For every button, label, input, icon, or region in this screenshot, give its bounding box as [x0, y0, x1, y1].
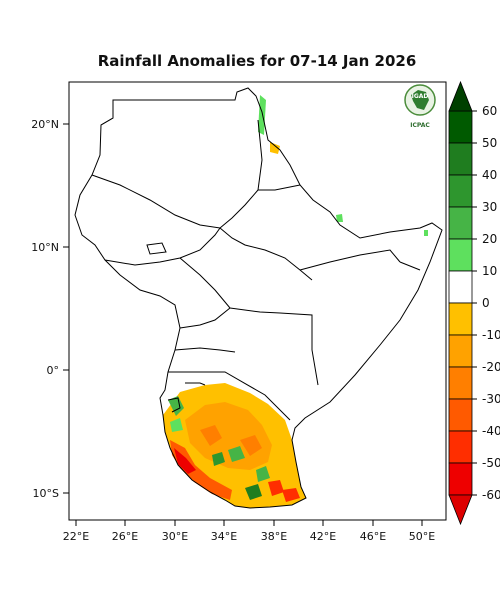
colorbar-label: -50 — [482, 456, 500, 470]
colorbar-label: 20 — [482, 232, 497, 246]
logo-icpac-text: ICPAC — [410, 122, 430, 129]
colorbar-label: -60 — [482, 488, 500, 502]
lon-tick-label: 50°E — [409, 530, 435, 543]
map-title: Rainfall Anomalies for 07-14 Jan 2026 — [97, 52, 417, 70]
colorbar-cell — [448, 430, 473, 464]
colorbar-cell — [448, 110, 473, 144]
igad-icpac-logo: IGAD ICPAC — [404, 84, 436, 129]
lat-axis: 20°N 10°N 0° 10°S — [31, 118, 69, 500]
lon-tick-label: 30°E — [162, 530, 188, 543]
anomaly-shading — [163, 95, 428, 508]
lat-tick-label: 10°N — [31, 241, 59, 254]
colorbar-label: -10 — [482, 328, 500, 342]
lon-tick-label: 42°E — [310, 530, 336, 543]
colorbar-cell — [448, 238, 473, 272]
colorbar-label: -40 — [482, 424, 500, 438]
colorbar-cell — [448, 206, 473, 240]
colorbar-label: -20 — [482, 360, 500, 374]
colorbar-cell — [448, 270, 473, 304]
colorbar-label: -30 — [482, 392, 500, 406]
lat-tick-label: 10°S — [33, 487, 59, 500]
colorbar-cell — [448, 334, 473, 368]
lon-tick-label: 34°E — [211, 530, 237, 543]
colorbar-cell — [448, 398, 473, 432]
lon-tick-label: 26°E — [112, 530, 138, 543]
colorbar-bottom-arrow — [448, 494, 473, 526]
colorbar-top-arrow — [448, 80, 473, 112]
colorbar-label: 10 — [482, 264, 497, 278]
colorbar-cell — [448, 366, 473, 400]
colorbar-label: 60 — [482, 104, 497, 118]
colorbar: 60 50 40 30 20 10 0 -10 -20 -30 -40 -50 … — [448, 80, 500, 526]
colorbar-label: 40 — [482, 168, 497, 182]
colorbar-cell — [448, 142, 473, 176]
lon-tick-label: 46°E — [360, 530, 386, 543]
colorbar-cell — [448, 174, 473, 208]
lat-tick-label: 20°N — [31, 118, 59, 131]
logo-igad-text: IGAD — [412, 93, 429, 100]
lon-tick-label: 38°E — [261, 530, 287, 543]
colorbar-label: 0 — [482, 296, 490, 310]
colorbar-label: 50 — [482, 136, 497, 150]
lon-axis: 22°E 26°E 30°E 34°E 38°E 42°E 46°E 50°E — [63, 520, 435, 543]
lat-tick-label: 0° — [47, 364, 60, 377]
country-boundaries — [74, 87, 443, 509]
colorbar-cell — [448, 462, 473, 496]
colorbar-label: 30 — [482, 200, 497, 214]
colorbar-cell — [448, 302, 473, 336]
lon-tick-label: 22°E — [63, 530, 89, 543]
